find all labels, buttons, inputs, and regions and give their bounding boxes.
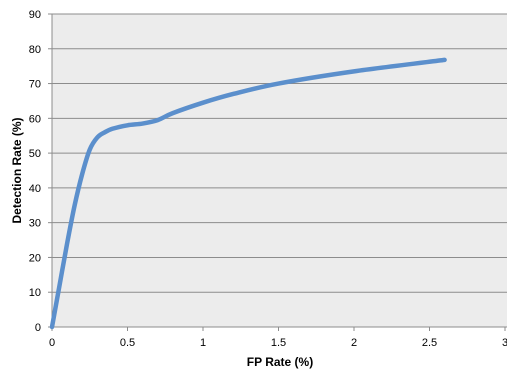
y-tick-label: 10	[29, 287, 41, 299]
x-tick-label: 2.5	[422, 337, 437, 349]
x-tick-label: 1	[200, 337, 206, 349]
x-axis-title: FP Rate (%)	[247, 355, 313, 369]
y-tick-label: 40	[29, 183, 41, 195]
y-tick-label: 50	[29, 148, 41, 160]
y-axis-title: Detection Rate (%)	[10, 117, 24, 223]
y-tick-label: 80	[29, 44, 41, 56]
y-tick-label: 0	[35, 322, 41, 334]
gridlines	[52, 13, 507, 293]
x-tick-label: 1.5	[271, 337, 286, 349]
x-tick-label: 3	[502, 337, 507, 349]
y-tick-label: 20	[29, 252, 41, 264]
x-tick-labels: 0 0.5 1 1.5 2 2.5 3	[49, 327, 507, 349]
y-tick-label: 60	[29, 113, 41, 125]
plot-area	[52, 14, 507, 327]
series-layer	[49, 57, 447, 330]
x-tick-label: 2	[351, 337, 357, 349]
series-line	[49, 57, 447, 330]
y-tick-label: 90	[29, 9, 41, 21]
x-tick-label: 0.5	[120, 337, 135, 349]
y-tick-labels: 0 10 20 30 40 50 60 70 80 90	[29, 9, 52, 334]
y-tick-label: 70	[29, 79, 41, 91]
x-tick-label: 0	[49, 337, 55, 349]
y-tick-label: 30	[29, 218, 41, 230]
